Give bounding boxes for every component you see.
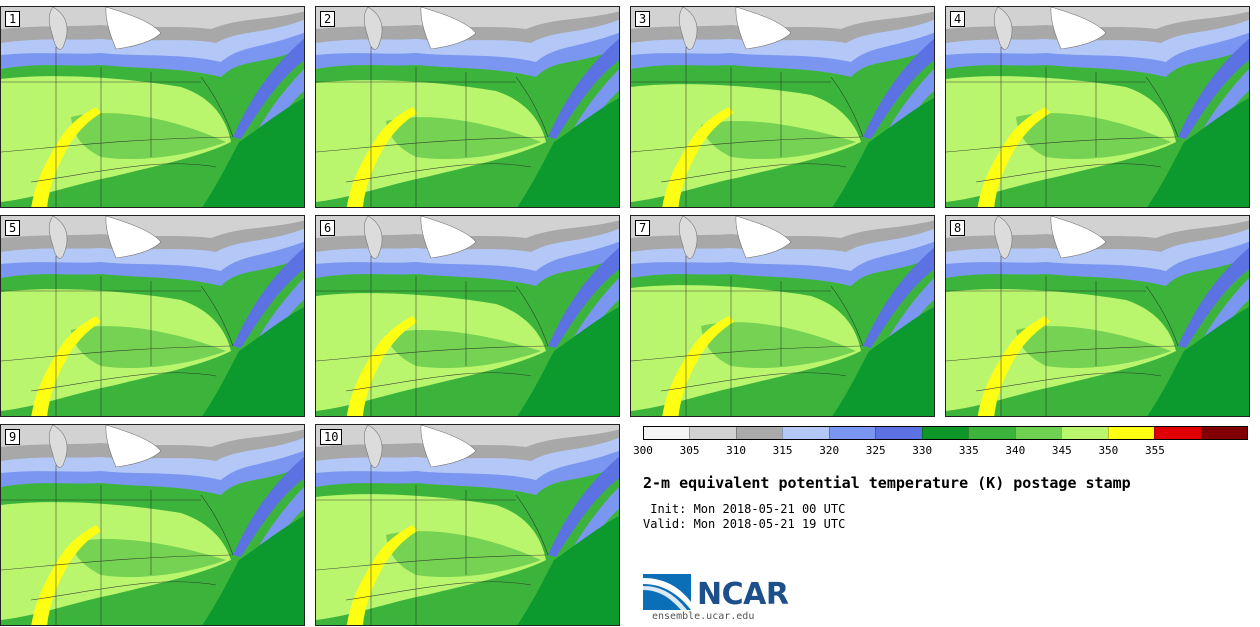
colorbar-tick-label: 325 [865,444,886,457]
colorbar-tick-label: 345 [1051,444,1072,457]
member-label: 5 [5,220,21,236]
site-url: ensemble.ucar.edu [652,611,755,622]
map-image [1,7,304,207]
colorbar-tick-label: 335 [958,444,979,457]
member-label: 3 [635,11,651,27]
map-panel-5: 5 [0,215,305,417]
map-image [316,7,619,207]
colorbar-tick-label: 310 [726,444,746,457]
colorbar-swatch [1061,427,1108,439]
member-label: 7 [635,220,651,236]
map-panel-6: 6 [315,215,620,417]
valid-time: Valid: Mon 2018-05-21 19 UTC [643,517,846,531]
colorbar-swatch [968,427,1015,439]
member-label: 8 [950,220,966,236]
member-label: 2 [320,11,336,27]
colorbar-ticks: 300 305 310 315 320 325 330 335 340 345 350 355 [633,444,1248,458]
map-image [631,7,934,207]
colorbar-tick-label: 320 [819,444,840,457]
ncar-logo-icon [643,574,691,610]
map-image [946,7,1249,207]
map-panel-7: 7 [630,215,935,417]
map-image [1,216,304,416]
colorbar-swatch [1107,427,1155,439]
map-image [316,425,619,625]
member-label: 6 [320,220,336,236]
colorbar-swatch [921,427,969,439]
member-label: 1 [5,11,21,27]
map-image [946,216,1249,416]
init-time: Init: Mon 2018-05-21 00 UTC [643,502,846,516]
map-panel-10: 10 [315,424,620,626]
colorbar [643,426,1248,440]
colorbar-swatch [828,427,876,439]
colorbar-tick-label: 330 [912,444,933,457]
colorbar-tick-label: 315 [772,444,793,457]
colorbar-swatch [782,427,829,439]
colorbar-tick-label: 340 [1005,444,1026,457]
map-panel-4: 4 [945,6,1250,208]
colorbar-swatch [689,427,736,439]
colorbar-swatch [1014,427,1062,439]
colorbar-swatch [1154,427,1201,439]
member-label: 10 [320,429,343,445]
colorbar-tick-label: 300 [633,444,653,457]
map-panel-2: 2 [315,6,620,208]
member-label: 4 [950,11,966,27]
colorbar-swatch [644,427,690,439]
map-image [316,216,619,416]
colorbar-tick-label: 355 [1144,444,1165,457]
colorbar-swatch [1200,427,1248,439]
colorbar-tick-label: 305 [679,444,700,457]
map-panel-8: 8 [945,215,1250,417]
map-panel-1: 1 [0,6,305,208]
map-image [631,216,934,416]
chart-title: 2-m equivalent potential temperature (K)… [643,474,1131,492]
member-label: 9 [5,429,21,445]
map-image [1,425,304,625]
logo-text: NCAR [697,577,789,612]
colorbar-swatch [735,427,783,439]
colorbar-tick-label: 350 [1098,444,1119,457]
map-panel-3: 3 [630,6,935,208]
map-panel-9: 9 [0,424,305,626]
colorbar-swatch [875,427,922,439]
